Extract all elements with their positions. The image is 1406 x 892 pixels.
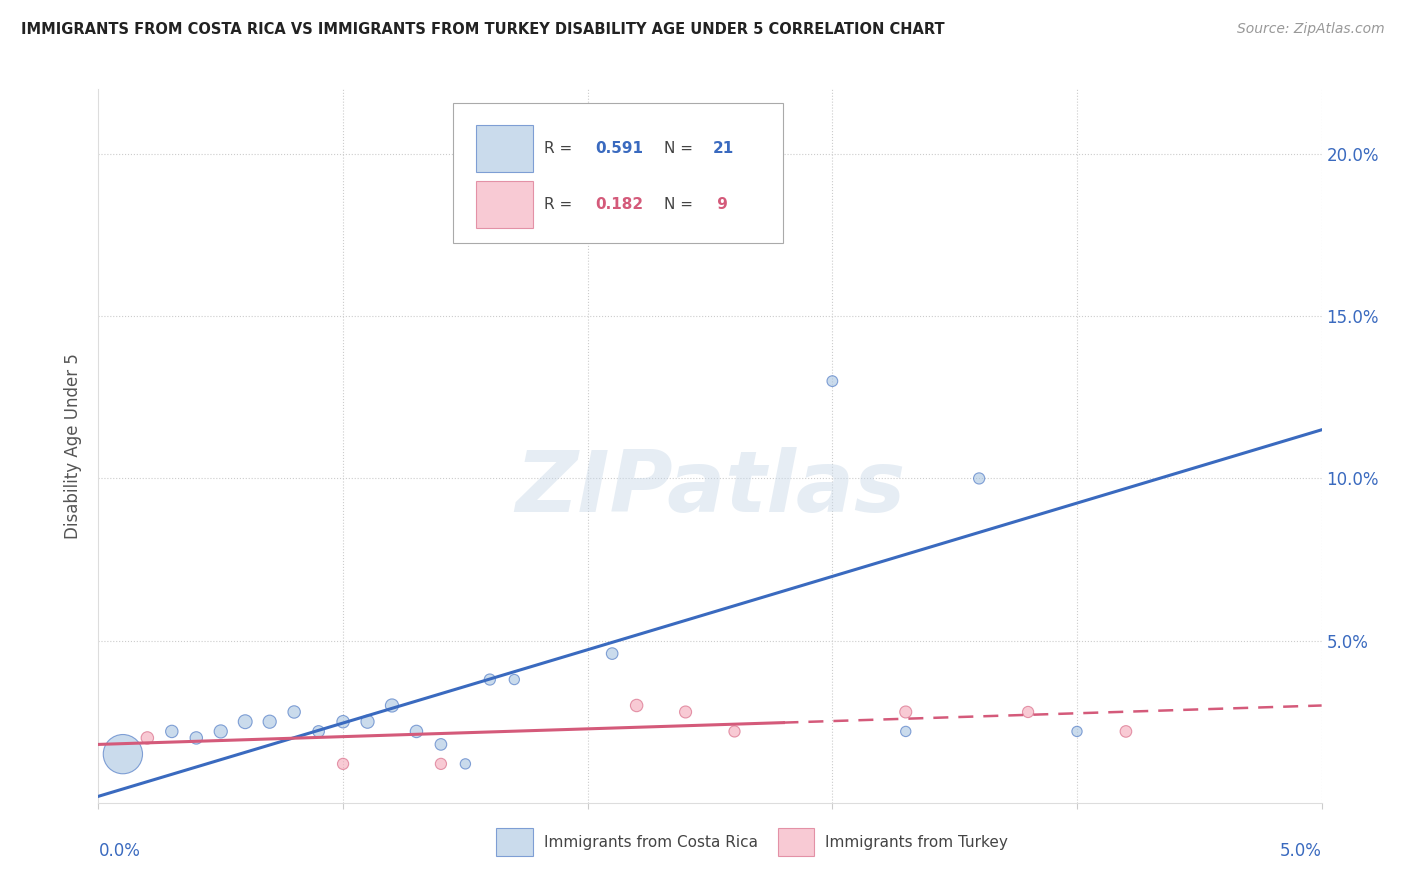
Point	[405, 724, 427, 739]
Point	[600, 647, 623, 661]
Text: R =: R =	[544, 197, 576, 211]
Point	[478, 673, 501, 687]
Text: N =: N =	[664, 197, 697, 211]
Point	[209, 724, 232, 739]
Text: Immigrants from Costa Rica: Immigrants from Costa Rica	[544, 835, 758, 849]
Point	[430, 756, 453, 771]
Text: N =: N =	[664, 141, 697, 155]
Point	[233, 714, 256, 729]
Point	[332, 714, 354, 729]
Text: 0.591: 0.591	[595, 141, 643, 155]
Point	[967, 471, 990, 485]
Point	[259, 714, 281, 729]
Text: Source: ZipAtlas.com: Source: ZipAtlas.com	[1237, 22, 1385, 37]
Point	[283, 705, 305, 719]
Point	[675, 705, 697, 719]
FancyBboxPatch shape	[453, 103, 783, 243]
Point	[723, 724, 745, 739]
FancyBboxPatch shape	[477, 181, 533, 227]
Point	[894, 705, 917, 719]
Text: R =: R =	[544, 141, 576, 155]
Point	[1017, 705, 1039, 719]
Point	[186, 731, 208, 745]
Y-axis label: Disability Age Under 5: Disability Age Under 5	[65, 353, 83, 539]
Text: 21: 21	[713, 141, 734, 155]
Text: 0.0%: 0.0%	[98, 842, 141, 860]
Point	[1115, 724, 1137, 739]
Point	[1066, 724, 1088, 739]
Point	[332, 756, 354, 771]
Point	[430, 738, 453, 752]
Text: Immigrants from Turkey: Immigrants from Turkey	[825, 835, 1008, 849]
Point	[111, 747, 134, 761]
Point	[626, 698, 648, 713]
Text: 5.0%: 5.0%	[1279, 842, 1322, 860]
Point	[503, 673, 526, 687]
Text: 0.182: 0.182	[595, 197, 643, 211]
Point	[821, 374, 844, 388]
Point	[454, 756, 477, 771]
Text: 9: 9	[713, 197, 728, 211]
Point	[308, 724, 330, 739]
Text: IMMIGRANTS FROM COSTA RICA VS IMMIGRANTS FROM TURKEY DISABILITY AGE UNDER 5 CORR: IMMIGRANTS FROM COSTA RICA VS IMMIGRANTS…	[21, 22, 945, 37]
Point	[356, 714, 378, 729]
Point	[381, 698, 404, 713]
Point	[894, 724, 917, 739]
Text: ZIPatlas: ZIPatlas	[515, 447, 905, 531]
Point	[160, 724, 183, 739]
Point	[136, 731, 159, 745]
FancyBboxPatch shape	[477, 125, 533, 171]
